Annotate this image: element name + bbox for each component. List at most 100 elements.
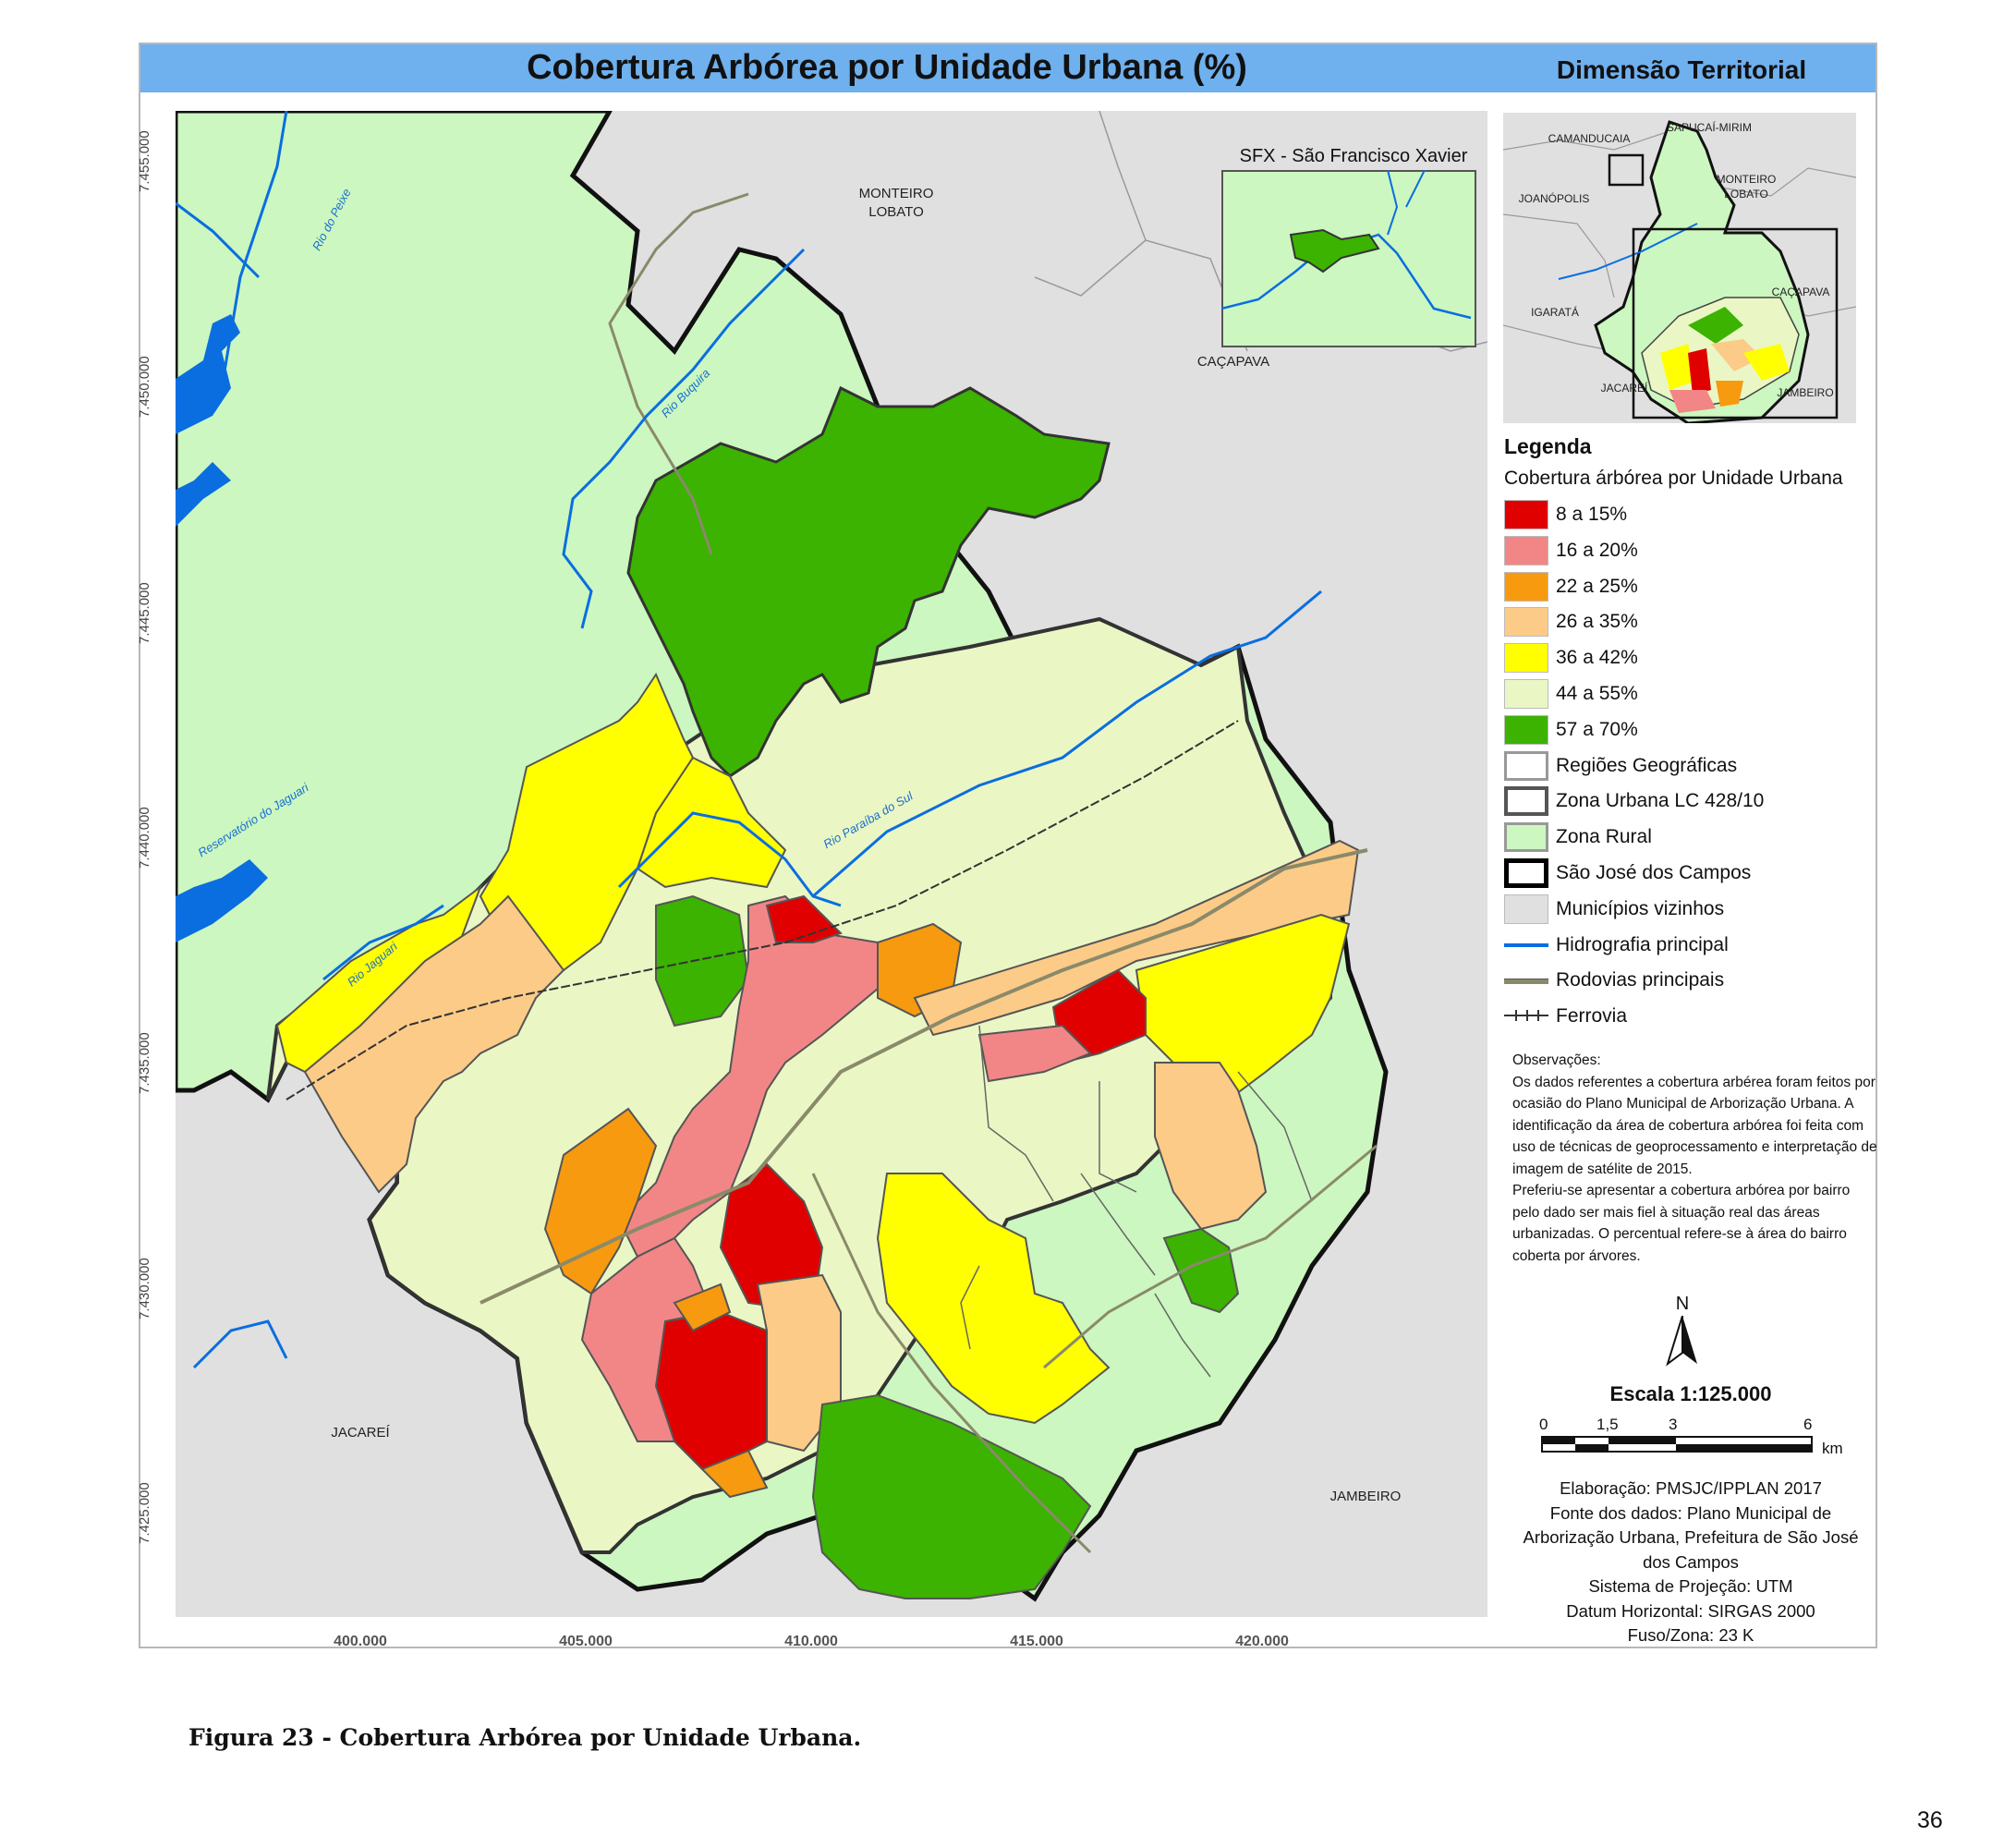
legend-item: 22 a 25% (1504, 571, 1638, 602)
figure-caption: Figura 23 - Cobertura Arbórea por Unidad… (188, 1724, 862, 1751)
y-tick: 7.430.000 (137, 1258, 152, 1319)
zone-green-center (655, 894, 750, 1027)
scale-tick-3: 3 (1669, 1416, 1678, 1433)
legend-label: 22 a 25% (1556, 575, 1638, 597)
reservoirs (176, 314, 268, 942)
legend-swatch (1504, 607, 1548, 638)
inset-label-camanducaia: CAMANDUCAIA (1548, 132, 1631, 145)
y-tick: 7.425.000 (137, 1482, 152, 1544)
y-tick: 7.455.000 (137, 130, 152, 192)
legend-label: 57 a 70% (1556, 718, 1638, 740)
x-tick: 420.000 (1235, 1634, 1289, 1649)
legend-label: 36 a 42% (1556, 647, 1638, 669)
legend-label: Regiões Geográficas (1556, 754, 1738, 776)
dimension-label: Dimensão Territorial (1556, 55, 1807, 84)
y-tick: 7.445.000 (137, 582, 152, 644)
north-arrow-icon (1666, 1316, 1697, 1367)
legend-swatch (1504, 535, 1548, 565)
inset-label-joanopolis: JOANÓPOLIS (1518, 192, 1590, 205)
legend-label: 8 a 15% (1556, 504, 1628, 525)
inset-label-cacapava: CAÇAPAVA (1771, 286, 1830, 298)
legend-label: Ferrovia (1556, 1005, 1628, 1027)
legend-swatch (1504, 822, 1548, 853)
zone-pink-east (977, 1024, 1092, 1083)
credits-text: Elaboração: PMSJC/IPPLAN 2017 Fonte dos d… (1523, 1478, 1859, 1645)
inset-label-jambeiro: JAMBEIRO (1777, 386, 1834, 399)
legend-label: Rodovias principais (1556, 969, 1725, 991)
x-tick: 405.000 (559, 1634, 613, 1649)
inset-label-jacarei: JACAREÍ (1600, 382, 1648, 395)
legend-swatch (1504, 571, 1548, 602)
railway (285, 720, 1239, 1100)
inset-label-igarata: IGARATÁ (1531, 306, 1579, 319)
legend-label: Zona Rural (1556, 826, 1652, 848)
y-tick: 7.435.000 (137, 1032, 152, 1094)
legend-label: 44 a 55% (1556, 683, 1638, 704)
legend-item: Rodovias principais (1504, 965, 1724, 996)
legend-item: 44 a 55% (1504, 678, 1638, 710)
legend-label: Zona Urbana LC 428/10 (1556, 790, 1765, 812)
label-cacapava: CAÇAPAVA (1196, 354, 1270, 370)
zone-orange-small (673, 1283, 732, 1332)
scale-tick-6: 6 (1803, 1416, 1813, 1433)
legend-label: 26 a 35% (1556, 611, 1638, 633)
y-tick: 7.440.000 (137, 807, 152, 869)
legend-item: Municípios vizinhos (1504, 894, 1724, 925)
legend-title: Legenda (1504, 434, 1592, 458)
legend-label: 16 a 20% (1556, 539, 1638, 561)
location-inset-map (1503, 113, 1856, 423)
highway-dutra (480, 848, 1368, 1305)
green-region-north (626, 385, 1111, 778)
sfx-inset-title: SFX - São Francisco Xavier (1239, 146, 1468, 166)
page-number: 36 (1917, 1807, 1943, 1833)
main-map (176, 111, 1487, 1617)
observations-text: Observações: Os dados referentes a cobert… (1512, 1052, 1877, 1264)
legend-item: 26 a 35% (1504, 606, 1638, 638)
inset-label-sapucai-mirim: SAPUCAÍ-MIRIM (1666, 121, 1752, 134)
north-label: N (1675, 1294, 1690, 1314)
highway-north (608, 192, 749, 555)
zone-light-orange-west (303, 894, 565, 1194)
region-boundaries (960, 1025, 1313, 1378)
legend-item: São José dos Campos (1504, 857, 1751, 889)
legend-item: Zona Rural (1504, 821, 1652, 853)
label-monteiro-lobato: MONTEIRO LOBATO (858, 186, 934, 220)
zone-light-orange-east (1154, 1062, 1268, 1231)
y-tick: 7.450.000 (137, 356, 152, 418)
legend-subtitle: Cobertura árbórea por Unidade Urbana (1504, 468, 1843, 489)
highway-south (811, 1173, 1092, 1554)
x-tick: 400.000 (334, 1634, 387, 1649)
legend-item: 57 a 70% (1504, 714, 1638, 746)
legend-swatch (1504, 643, 1548, 674)
zone-yellow-center (636, 756, 787, 889)
legend-swatch (1504, 786, 1548, 817)
zone-yellow-east (1135, 913, 1351, 1101)
legend-item: Zona Urbana LC 428/10 (1504, 785, 1764, 817)
inset-label-monteiro-lobato: MONTEIRO LOBATO (1716, 173, 1777, 201)
scale-title: Escala 1:125.000 (1609, 1382, 1772, 1405)
scale-bar (1541, 1436, 1813, 1453)
label-jambeiro: JAMBEIRO (1329, 1489, 1402, 1504)
legend-swatch (1504, 930, 1548, 960)
legend-swatch (1504, 894, 1548, 924)
legend-item: 8 a 15% (1504, 499, 1627, 530)
scale-unit: km (1822, 1440, 1843, 1457)
legend-swatch (1504, 500, 1548, 529)
legend-swatch (1504, 858, 1548, 888)
zone-orange-south (700, 1449, 769, 1499)
highway-east (1043, 1144, 1378, 1369)
x-tick: 410.000 (784, 1634, 838, 1649)
sfx-inset-map (1221, 170, 1476, 347)
label-jacarei: JACAREÍ (331, 1425, 390, 1441)
legend-label: Hidrografia principal (1556, 933, 1729, 955)
map-title: Cobertura Arbórea por Unidade Urbana (%) (527, 48, 1247, 87)
legend-item: Ferrovia (1504, 1001, 1627, 1032)
zone-green-south (811, 1393, 1092, 1599)
legend-swatch (1504, 750, 1548, 781)
legend-item: 16 a 20% (1504, 535, 1638, 566)
legend-label: Municípios vizinhos (1556, 897, 1725, 919)
legend-swatch (1504, 679, 1548, 709)
legend-item: Hidrografia principal (1504, 930, 1729, 961)
legend-item: 36 a 42% (1504, 642, 1638, 674)
legend-label: São José dos Campos (1556, 862, 1752, 883)
